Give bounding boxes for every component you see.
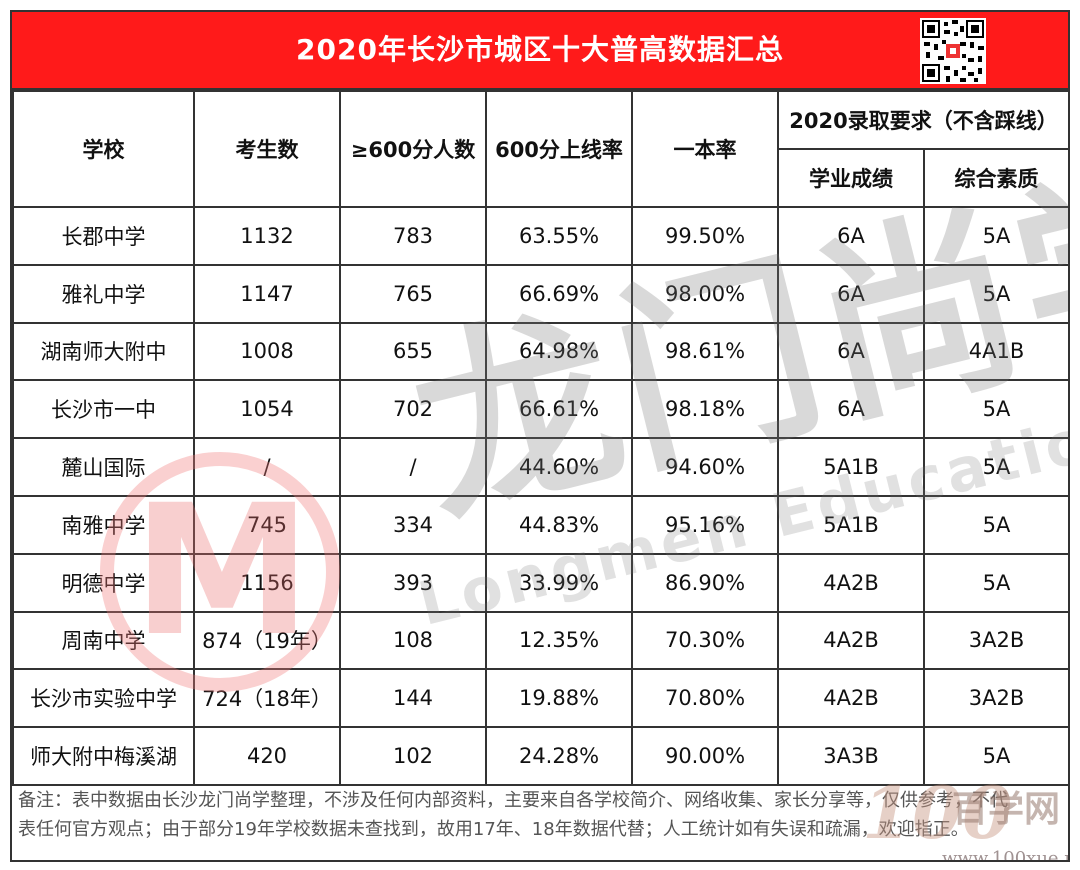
cell-school: 麓山国际	[12, 437, 195, 497]
footnote: 备注：表中数据由长沙龙门尚学整理，不涉及任何内部资料，主要来自各学校简介、网络收…	[18, 786, 1062, 844]
cell-school: 长沙市一中	[12, 379, 195, 440]
table-row: 长沙市实验中学 724（18年） 144 19.88% 70.80% 4A2B …	[12, 668, 1068, 729]
cell-above600: 783	[339, 206, 487, 266]
header-requirement: 2020录取要求（不含踩线）	[776, 90, 1068, 150]
cell-academic: 5A1B	[777, 494, 925, 555]
cell-quality: 5A	[922, 726, 1068, 786]
cell-students: 1008	[193, 321, 341, 382]
cell-quality: 5A	[922, 263, 1068, 324]
table-row: 麓山国际 / / 44.60% 94.60% 5A1B 5A	[12, 437, 1068, 497]
cell-students: 1054	[193, 379, 341, 440]
cell-above600: 393	[339, 552, 487, 613]
cell-quality: 5A	[922, 206, 1068, 266]
cell-rate600: 19.88%	[485, 668, 633, 729]
cell-academic: 4A2B	[777, 668, 925, 729]
cell-school: 南雅中学	[12, 494, 195, 555]
cell-school: 雅礼中学	[12, 263, 195, 324]
cell-school: 明德中学	[12, 552, 195, 613]
header-school: 学校	[12, 90, 195, 208]
cell-quality: 5A	[922, 379, 1068, 440]
cell-above600: 102	[339, 726, 487, 786]
cell-above600: /	[339, 437, 487, 497]
cell-tier1-rate: 70.80%	[631, 668, 779, 729]
cell-students: /	[193, 437, 341, 497]
table-row: 南雅中学 745 334 44.83% 95.16% 5A1B 5A	[12, 494, 1068, 555]
cell-quality: 5A	[922, 494, 1068, 555]
cell-school: 师大附中梅溪湖	[12, 726, 195, 786]
cell-students: 420	[193, 726, 341, 786]
cell-school: 长郡中学	[12, 206, 195, 266]
data-table: 学校 考生数 ≥600分人数 600分上线率 一本率 2020录取要求（不含踩线…	[12, 90, 1068, 786]
header-tier1-rate: 一本率	[631, 90, 779, 208]
cell-quality: 4A1B	[922, 321, 1068, 382]
cell-rate600: 64.98%	[485, 321, 633, 382]
footnote-line-1: 备注：表中数据由长沙龙门尚学整理，不涉及任何内部资料，主要来自各学校简介、网络收…	[18, 790, 1008, 811]
page-title: 2020年长沙市城区十大普高数据汇总	[296, 33, 784, 66]
header-quality: 综合素质	[922, 148, 1068, 208]
cell-rate600: 63.55%	[485, 206, 633, 266]
cell-quality: 5A	[922, 552, 1068, 613]
cell-rate600: 44.60%	[485, 437, 633, 497]
cell-rate600: 66.69%	[485, 263, 633, 324]
cell-students: 1147	[193, 263, 341, 324]
cell-rate600: 66.61%	[485, 379, 633, 440]
cell-rate600: 24.28%	[485, 726, 633, 786]
summary-sheet: 2020年长沙市城区十大普高数据汇总	[10, 10, 1070, 862]
cell-rate600: 33.99%	[485, 552, 633, 613]
cell-school: 长沙市实验中学	[12, 668, 195, 729]
table-body: 长郡中学 1132 783 63.55% 99.50% 6A 5A 雅礼中学 1…	[12, 206, 1068, 786]
header-rate600: 600分上线率	[485, 90, 633, 208]
cell-students: 724（18年）	[193, 668, 341, 729]
cell-academic: 5A1B	[777, 437, 925, 497]
header-above600: ≥600分人数	[339, 90, 487, 208]
cell-above600: 108	[339, 610, 487, 671]
cell-students: 745	[193, 494, 341, 555]
cell-tier1-rate: 98.00%	[631, 263, 779, 324]
cell-tier1-rate: 98.18%	[631, 379, 779, 440]
cell-school: 湖南师大附中	[12, 321, 195, 382]
cell-students: 1156	[193, 552, 341, 613]
cell-students: 1132	[193, 206, 341, 266]
table-row: 周南中学 874（19年） 108 12.35% 70.30% 4A2B 3A2…	[12, 610, 1068, 671]
cell-above600: 655	[339, 321, 487, 382]
header-academic: 学业成绩	[777, 148, 925, 208]
site-watermark-url: www.100xue.net	[942, 848, 1068, 862]
title-bar: 2020年长沙市城区十大普高数据汇总	[12, 12, 1068, 90]
cell-above600: 765	[339, 263, 487, 324]
cell-above600: 144	[339, 668, 487, 729]
table-row: 明德中学 1156 393 33.99% 86.90% 4A2B 5A	[12, 552, 1068, 613]
table-row: 雅礼中学 1147 765 66.69% 98.00% 6A 5A	[12, 263, 1068, 324]
table-row: 师大附中梅溪湖 420 102 24.28% 90.00% 3A3B 5A	[12, 726, 1068, 786]
cell-academic: 6A	[777, 206, 925, 266]
cell-tier1-rate: 90.00%	[631, 726, 779, 786]
cell-tier1-rate: 99.50%	[631, 206, 779, 266]
footnote-line-2: 表任何官方观点；由于部分19年学校数据未查找到，故用17年、18年数据代替；人工…	[18, 819, 969, 840]
cell-tier1-rate: 86.90%	[631, 552, 779, 613]
table-row: 长沙市一中 1054 702 66.61% 98.18% 6A 5A	[12, 379, 1068, 440]
cell-tier1-rate: 70.30%	[631, 610, 779, 671]
header-students: 考生数	[193, 90, 341, 208]
cell-tier1-rate: 95.16%	[631, 494, 779, 555]
cell-academic: 3A3B	[777, 726, 925, 786]
cell-above600: 334	[339, 494, 487, 555]
cell-tier1-rate: 94.60%	[631, 437, 779, 497]
cell-academic: 6A	[777, 379, 925, 440]
cell-quality: 3A2B	[922, 668, 1068, 729]
qr-code-icon	[920, 18, 986, 84]
cell-rate600: 12.35%	[485, 610, 633, 671]
cell-above600: 702	[339, 379, 487, 440]
cell-quality: 3A2B	[922, 610, 1068, 671]
cell-students: 874（19年）	[193, 610, 341, 671]
cell-school: 周南中学	[12, 610, 195, 671]
cell-tier1-rate: 98.61%	[631, 321, 779, 382]
table-row: 长郡中学 1132 783 63.55% 99.50% 6A 5A	[12, 206, 1068, 266]
cell-academic: 6A	[777, 263, 925, 324]
cell-academic: 6A	[777, 321, 925, 382]
cell-rate600: 44.83%	[485, 494, 633, 555]
cell-academic: 4A2B	[777, 552, 925, 613]
cell-quality: 5A	[922, 437, 1068, 497]
cell-academic: 4A2B	[777, 610, 925, 671]
table-row: 湖南师大附中 1008 655 64.98% 98.61% 6A 4A1B	[12, 321, 1068, 382]
